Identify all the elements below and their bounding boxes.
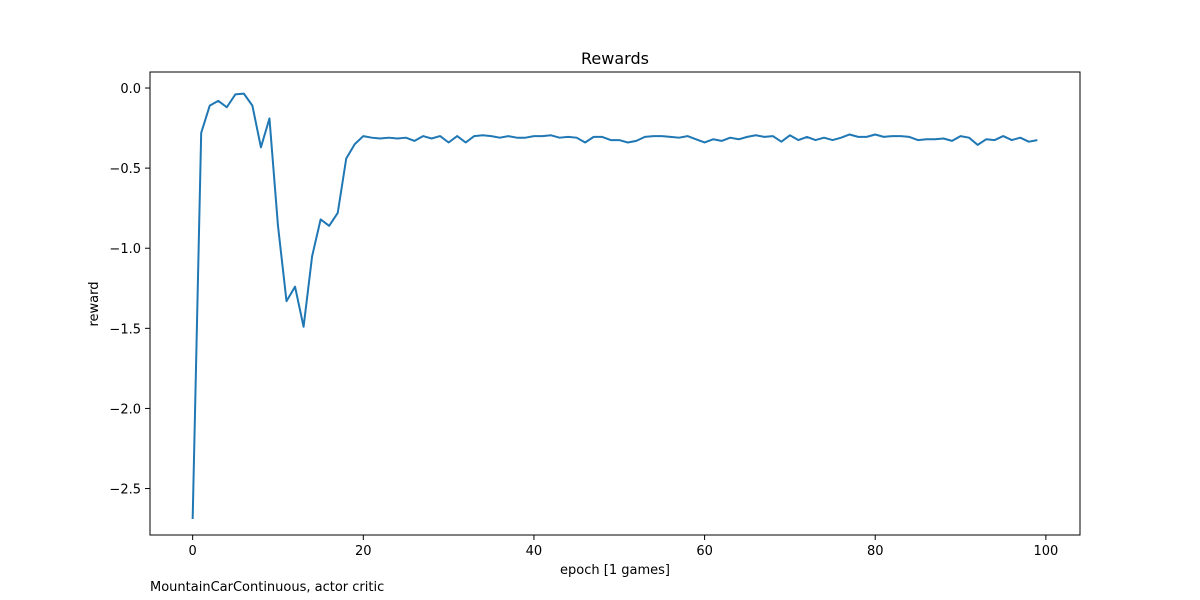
y-axis-label: reward — [87, 281, 102, 326]
series-line-rewards — [191, 92, 1038, 520]
y-tick-label: −1.5 — [109, 322, 141, 337]
chart-title: Rewards — [581, 49, 649, 68]
x-tick-label: 60 — [696, 544, 713, 559]
y-tick-label: −0.5 — [109, 162, 141, 177]
x-axis-label: epoch [1 games] — [560, 563, 670, 578]
axes-frame — [149, 71, 1081, 536]
x-tick-label: 0 — [189, 544, 197, 559]
y-tick-label: 0.0 — [120, 82, 141, 97]
x-tick-label: 20 — [355, 544, 372, 559]
x-tick-label: 40 — [526, 544, 543, 559]
y-tick-label: −2.5 — [109, 483, 141, 498]
y-axis: 0.0 −0.5 −1.0 −1.5 −2.0 −2.5 — [109, 82, 150, 498]
y-tick-label: −2.0 — [109, 402, 141, 417]
x-tick-label: 80 — [867, 544, 884, 559]
x-tick-label: 100 — [1033, 544, 1058, 559]
x-axis: 0 20 40 60 80 100 — [189, 535, 1058, 559]
y-tick-label: −1.0 — [109, 242, 141, 257]
figure-caption: MountainCarContinuous, actor critic — [150, 580, 385, 595]
